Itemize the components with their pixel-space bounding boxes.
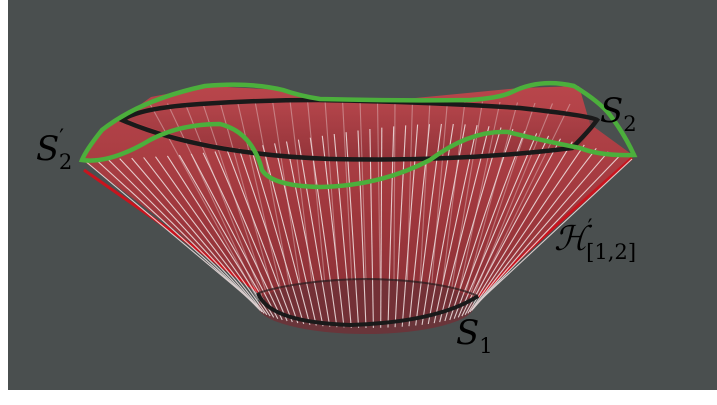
ruling-line [457, 133, 538, 318]
right-surface-edge [476, 156, 633, 299]
curve-s2 [117, 97, 601, 162]
ruling-line-back [472, 103, 554, 298]
ruling-line-back [271, 100, 301, 285]
ruling-line [464, 138, 561, 316]
ruling-line-back [393, 100, 396, 281]
curve-s1 [256, 292, 480, 328]
label-s2: S2 [600, 91, 637, 136]
label-s2-prime: S′2 [36, 124, 73, 174]
ruling-line [119, 158, 261, 311]
ruling-line [453, 130, 526, 319]
ruling-line [238, 148, 299, 324]
ruling-line [467, 141, 573, 314]
ruling-line-back [324, 100, 339, 281]
ruling-line [155, 156, 268, 316]
ruling-line-back [419, 100, 431, 283]
ruling-line-back [219, 101, 274, 291]
ruling-line [357, 130, 367, 329]
ruling-line-back [167, 103, 260, 298]
ruling-line [95, 159, 259, 308]
ruling-line [262, 145, 311, 325]
ruling-line [214, 151, 288, 322]
ruling-line [473, 158, 633, 307]
ruling-line-back [359, 99, 367, 281]
ruling-line-back [431, 100, 449, 285]
ruling-line-back [236, 101, 281, 288]
ruling-line-back [201, 102, 267, 293]
ruling-line [469, 144, 585, 313]
ruling-line [285, 141, 324, 327]
ruling-line-back [306, 100, 326, 282]
ruling-line [472, 151, 609, 310]
curve-s1-back [257, 277, 479, 297]
ruling-line [143, 157, 265, 314]
ruling-line-back [441, 101, 466, 286]
ruling-line [250, 146, 305, 325]
ruling-line [309, 137, 338, 328]
label-h-prime: ℋ′[1,2] [554, 214, 637, 264]
ruling-line [321, 135, 345, 328]
ruling-line-back [406, 100, 414, 282]
ruling-line [473, 155, 621, 308]
ruling-line-back [451, 101, 484, 288]
ruling-line [471, 147, 597, 311]
surface-inner-face [125, 99, 596, 159]
ruling-line-back [289, 100, 313, 283]
surface-edges [83, 156, 633, 299]
left-surface-edge [83, 168, 261, 295]
ruling-line [107, 158, 260, 310]
label-s1: S1 [456, 313, 493, 358]
ruling-line [83, 159, 259, 307]
ruling-line-back [473, 103, 571, 301]
ruling-line-back [341, 99, 353, 281]
ruling-line [274, 143, 317, 326]
curve-s2-prime [78, 80, 638, 190]
ruling-line [439, 126, 490, 323]
ruling-line [202, 152, 283, 321]
ruling-line [226, 149, 293, 323]
ruling-line [297, 139, 331, 327]
ruling-line [461, 135, 550, 317]
ruling-line-back [376, 99, 381, 281]
ruling-line [178, 154, 275, 318]
ruling-line [345, 132, 360, 328]
ruling-line-back [184, 102, 263, 296]
ruling-line [166, 155, 271, 317]
ruling-line-back [254, 101, 291, 287]
ruling-line [449, 129, 514, 321]
ruling-line [369, 128, 374, 328]
ruling-line [131, 157, 263, 313]
ruling-line [333, 133, 352, 328]
